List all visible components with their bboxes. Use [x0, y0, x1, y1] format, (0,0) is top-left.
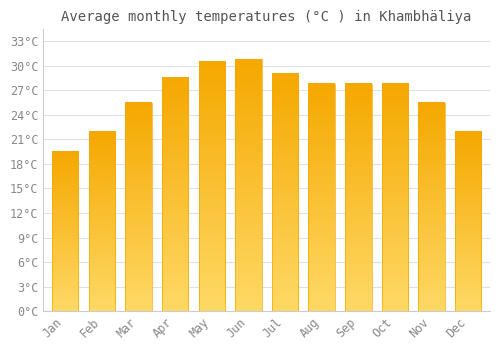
- Title: Average monthly temperatures (°C ) in Khambhäliya: Average monthly temperatures (°C ) in Kh…: [62, 10, 472, 24]
